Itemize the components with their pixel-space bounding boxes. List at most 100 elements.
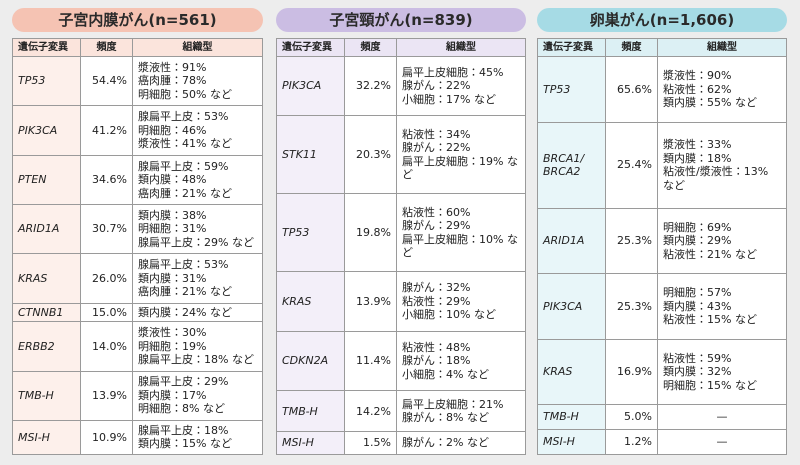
histology-cell: 扁平上皮細胞：45% 腺がん：22% 小細胞：17% など	[396, 55, 526, 117]
cell-line: 類内膜：15% など	[138, 437, 232, 451]
gene-cell: MSI-H	[12, 419, 81, 456]
frequency-cell: 1.2%	[605, 429, 658, 455]
gene-cell: CTNNB1	[12, 302, 81, 323]
histology-cell: 漿液性：30% 明細胞：19% 腺扁平上皮：18% など	[132, 321, 263, 372]
cell-line: 小細胞：17% など	[402, 92, 496, 106]
table-row: PTEN 34.6% 腺扁平上皮：59% 類内膜：48% 癌肉腫：21% など	[12, 154, 263, 205]
gene-cell: TP53	[12, 55, 81, 107]
cell-line: 漿液性：30%	[138, 326, 207, 340]
cell-line: 腺扁平上皮：29%	[138, 375, 229, 389]
cell-line: 類内膜：38%	[138, 208, 207, 222]
cell-line: 小細胞：4% など	[402, 367, 489, 381]
frequency-cell: 16.9%	[605, 338, 658, 406]
frequency-cell: 5.0%	[605, 404, 658, 431]
header-row: 遺伝子変異 頻度 組織型	[276, 38, 526, 57]
frequency-cell: 15.0%	[80, 302, 133, 323]
gene-cell: MSI-H	[537, 429, 606, 455]
table-row: CTNNB1 15.0% 類内膜：24% など	[12, 302, 263, 323]
histology-cell: —	[657, 404, 787, 431]
table-row: ERBB2 14.0% 漿液性：30% 明細胞：19% 腺扁平上皮：18% など	[12, 321, 263, 372]
histology-cell: 腺扁平上皮：18% 類内膜：15% など	[132, 419, 263, 456]
gene-cell: STK11	[276, 115, 345, 195]
frequency-cell: 30.7%	[80, 203, 133, 255]
panel-title: 子宮頸がん(n=839)	[276, 8, 526, 32]
frequency-cell: 10.9%	[80, 419, 133, 456]
gene-cell: PIK3CA	[537, 273, 606, 340]
cell-line: 腺扁平上皮：53%	[138, 110, 229, 124]
table-row: PIK3CA 41.2% 腺扁平上皮：53% 明細胞：46% 漿液性：41% など	[12, 105, 263, 156]
histology-cell: 扁平上皮細胞：21% 腺がん：8% など	[396, 390, 526, 433]
table-row: ARID1A 30.7% 類内膜：38% 明細胞：31% 腺扁平上皮：29% など	[12, 203, 263, 255]
frequency-cell: 65.6%	[605, 56, 658, 123]
gene-cell: KRAS	[537, 338, 606, 406]
histology-cell: 腺扁平上皮：59% 類内膜：48% 癌肉腫：21% など	[132, 154, 263, 205]
cell-line: 扁平上皮細胞：45%	[402, 65, 504, 79]
table-row: CDKN2A 11.4% 粘液性：48% 腺がん：18% 小細胞：4% など	[276, 330, 526, 392]
histology-cell: 腺がん：2% など	[396, 431, 526, 455]
frequency-cell: 19.8%	[344, 193, 397, 273]
gene-cell: TMB-H	[276, 390, 345, 433]
frequency-cell: 20.3%	[344, 115, 397, 195]
cell-line: 扁平上皮細胞：21%	[402, 397, 504, 411]
frequency-cell: 13.9%	[344, 271, 397, 332]
cell-line: 腺扁平上皮：59%	[138, 159, 229, 173]
column-header: 頻度	[344, 38, 397, 57]
cell-line: 明細胞：19%	[138, 339, 207, 353]
table-row: TMB-H 14.2% 扁平上皮細胞：21% 腺がん：8% など	[276, 390, 526, 433]
column-header: 組織型	[657, 38, 787, 57]
cell-line: 腺扁平上皮：18% など	[138, 353, 254, 367]
column-header: 組織型	[132, 38, 263, 57]
table-row: MSI-H 10.9% 腺扁平上皮：18% 類内膜：15% など	[12, 419, 263, 456]
cell-line: 粘液性：59%	[663, 351, 732, 365]
cell-line: 漿液性：41% など	[138, 137, 232, 151]
cell-line: 粘液性：60%	[402, 205, 471, 219]
gene-cell: ARID1A	[537, 207, 606, 275]
table-row: PIK3CA 25.3% 明細胞：57% 類内膜：43% 粘液性：15% など	[537, 273, 787, 340]
histology-cell: 腺扁平上皮：53% 明細胞：46% 漿液性：41% など	[132, 105, 263, 156]
frequency-cell: 25.3%	[605, 273, 658, 340]
cell-line: 明細胞：8% など	[138, 402, 225, 416]
column-header: 遺伝子変異	[537, 38, 606, 57]
table-row: MSI-H 1.5% 腺がん：2% など	[276, 431, 526, 455]
gene-cell: PIK3CA	[12, 105, 81, 156]
table-row: ARID1A 25.3% 明細胞：69% 類内膜：29% 粘液性：21% など	[537, 207, 787, 275]
cell-line: 類内膜：55% など	[663, 96, 757, 110]
cell-line: 類内膜：31%	[138, 271, 207, 285]
frequency-cell: 13.9%	[80, 370, 133, 421]
cell-line: 扁平上皮細胞：19% など	[402, 154, 518, 182]
frequency-cell: 34.6%	[80, 154, 133, 205]
cell-line: 明細胞：50% など	[138, 87, 232, 101]
header-row: 遺伝子変異 頻度 組織型	[12, 38, 263, 57]
histology-cell: 漿液性：91% 癌肉腫：78% 明細胞：50% など	[132, 55, 263, 107]
gene-cell: TMB-H	[537, 404, 606, 431]
table-row: KRAS 16.9% 粘液性：59% 類内膜：32% 明細胞：15% など	[537, 338, 787, 406]
cell-line: 明細胞：31%	[138, 222, 207, 236]
histology-cell: 粘液性：48% 腺がん：18% 小細胞：4% など	[396, 330, 526, 392]
cell-line: 漿液性：91%	[138, 60, 207, 74]
cell-line: 癌肉腫：21% など	[138, 285, 232, 299]
histology-cell: 粘液性：60% 腺がん：29% 扁平上皮細胞：10% など	[396, 193, 526, 273]
cell-line: 腺扁平上皮：53%	[138, 258, 229, 272]
histology-cell: 明細胞：57% 類内膜：43% 粘液性：15% など	[657, 273, 787, 340]
cell-line: 類内膜：43%	[663, 299, 732, 313]
cell-line: 粘液性：21% など	[663, 247, 757, 261]
cell-line: BRCA2	[543, 165, 581, 179]
cell-line: 類内膜：17%	[138, 388, 207, 402]
frequency-cell: 32.2%	[344, 55, 397, 117]
gene-cell: TP53	[276, 193, 345, 273]
cell-line: 腺がん：22%	[402, 141, 471, 155]
histology-cell: 腺扁平上皮：29% 類内膜：17% 明細胞：8% など	[132, 370, 263, 421]
cell-line: 粘液性/漿液性：13% など	[663, 165, 769, 192]
cell-line: 腺がん：18%	[402, 354, 471, 368]
cell-line: 腺扁平上皮：18%	[138, 423, 229, 437]
gene-cell: MSI-H	[276, 431, 345, 455]
gene-cell: CDKN2A	[276, 330, 345, 392]
table: 遺伝子変異 頻度 組織型 TP53 65.6% 漿液性：90% 粘液性：62% 類内膜：55%…	[537, 38, 787, 455]
cell-line: 類内膜：48%	[138, 173, 207, 187]
cell-line: 漿液性：33%	[663, 138, 732, 152]
cell-line: 腺がん：29%	[402, 219, 471, 233]
cell-line: 粘液性：34%	[402, 127, 471, 141]
histology-cell: 粘液性：59% 類内膜：32% 明細胞：15% など	[657, 338, 787, 406]
table-row: TMB-H 5.0% —	[537, 404, 787, 431]
